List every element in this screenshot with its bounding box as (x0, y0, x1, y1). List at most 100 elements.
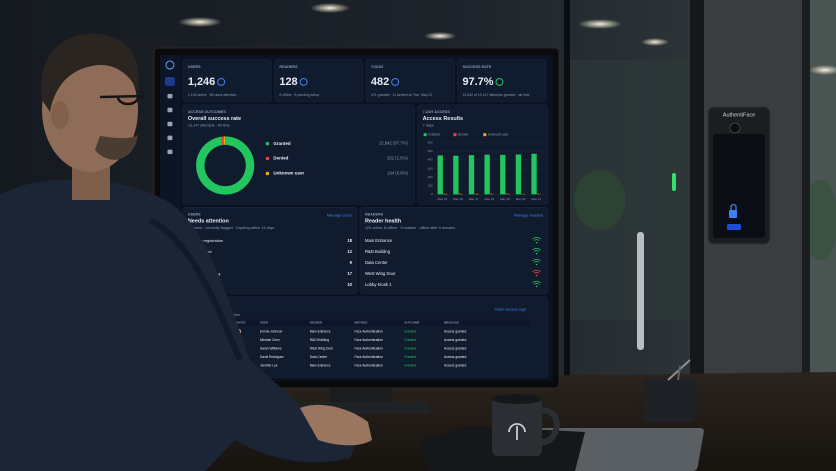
wifi-arc (532, 237, 541, 241)
sleeve-fold (148, 217, 243, 362)
wifi-dot (535, 274, 538, 277)
y-tick-label: 200 (428, 175, 433, 179)
card-link[interactable]: Manage users (327, 212, 352, 217)
bar (453, 155, 459, 195)
table-cell: Face Authentication (355, 346, 383, 350)
legend-value: 104 (0.8%) (387, 171, 408, 176)
bar (500, 154, 506, 195)
stat-icon (299, 77, 308, 86)
bar (442, 193, 446, 195)
stat-icon (217, 77, 226, 86)
hair (41, 33, 139, 112)
y-tick-label: 0 (431, 192, 433, 196)
outcome-badge: Granted (404, 330, 416, 334)
table-cell: Face Authentication (355, 363, 383, 367)
column-header: OUTCOME (404, 320, 419, 324)
table-cell: Sarah Williams (260, 346, 282, 350)
table-cell: Emma Johnson (260, 330, 283, 334)
table-cell: Face Authentication (355, 330, 383, 334)
table-cell: West Wing Door (310, 346, 334, 350)
wifi-dot (535, 241, 538, 244)
card (417, 104, 549, 205)
bar (515, 154, 522, 195)
stat-value: 128 (279, 76, 297, 88)
door-frame (802, 0, 810, 420)
door-frame (690, 0, 704, 420)
bar (468, 155, 475, 195)
row-count: 9 (350, 260, 353, 265)
wifi-dot (535, 252, 538, 255)
legend-swatch (453, 133, 457, 137)
bar (521, 193, 524, 195)
outcome-badge: Granted (404, 346, 416, 350)
card (274, 58, 364, 103)
x-tick-label: May 20 (516, 197, 526, 201)
row-count: 17 (347, 271, 352, 276)
monitor-neck (330, 388, 392, 402)
column-header: PHOTO (235, 320, 246, 324)
y-tick-label: 100 (428, 184, 433, 188)
y-tick-label: 500 (428, 149, 433, 153)
reader-name: West Wing Door (365, 271, 396, 276)
bar (505, 193, 508, 195)
legend-label: Granted (273, 141, 290, 146)
card-link[interactable]: Open access logs (495, 306, 527, 311)
table-cell: Face Authentication (355, 338, 383, 342)
ceiling-light (578, 19, 622, 29)
nav-icon[interactable] (167, 135, 173, 141)
bar (536, 193, 539, 195)
column-header: USER (260, 320, 269, 324)
outcome-badge: Granted (404, 355, 416, 359)
lock-icon (729, 210, 737, 218)
pen (677, 365, 681, 381)
stat-label: TODAY (371, 65, 384, 69)
card-subtitle: 7 days (423, 124, 434, 128)
reader-name: Data Center (365, 260, 388, 265)
stat-icon (391, 77, 400, 86)
table-cell: Main Entrance (310, 363, 331, 367)
stat-note: 471 granted · 11 denied on Tue, May 21 (371, 93, 433, 97)
legend-dot (265, 141, 270, 146)
nav-icon[interactable] (167, 149, 173, 155)
wifi-arc (532, 259, 541, 263)
nav-icon[interactable] (164, 76, 175, 86)
card-title: Reader health (365, 219, 401, 225)
stat-value: 97.7% (462, 76, 493, 88)
nav-icon[interactable] (167, 93, 173, 99)
card-subtitle: 120 online, 8 offline · 5 readers · offl… (365, 226, 455, 230)
person-body (0, 179, 360, 471)
row-count: 12 (347, 249, 352, 254)
card-subtitle: 56 users · currently flagged · Expiring … (188, 226, 275, 230)
ceiling-light (641, 38, 669, 46)
nav-icon[interactable] (167, 121, 173, 127)
wifi-arc (532, 269, 541, 274)
card-subtitle: 13,147 attempts · All time (188, 124, 230, 128)
legend-value: 201 (1.5%) (387, 156, 408, 161)
legend-label: Granted (428, 133, 440, 137)
outcome-badge: Granted (404, 363, 416, 367)
y-tick-label: 600 (428, 140, 433, 144)
reader-name: Main Entrance (365, 238, 393, 243)
reader-screen (713, 134, 765, 238)
reader-button (727, 224, 741, 230)
x-tick-label: May 21 (531, 197, 541, 201)
ceiling-light (310, 3, 350, 13)
card-link[interactable]: Manage readers (514, 212, 543, 217)
card-kicker: USERS (188, 212, 201, 216)
legend-label: Unknown user (273, 171, 304, 176)
table-cell: Access granted (444, 363, 466, 367)
column-header: READER (310, 320, 323, 324)
reader-camera (729, 122, 741, 134)
nav-icon[interactable] (167, 107, 173, 113)
door-frame (564, 0, 570, 400)
wifi-dot (535, 263, 538, 266)
card (359, 207, 549, 295)
table-cell: R&D Building (310, 338, 329, 342)
table-cell: Main Entrance (310, 330, 331, 334)
legend-swatch (423, 133, 427, 137)
table-cell: David Rodriguez (260, 355, 284, 359)
pen-holder (645, 378, 695, 422)
logo (165, 60, 175, 70)
reader-name: Lobby Kiosk 1 (365, 282, 392, 287)
